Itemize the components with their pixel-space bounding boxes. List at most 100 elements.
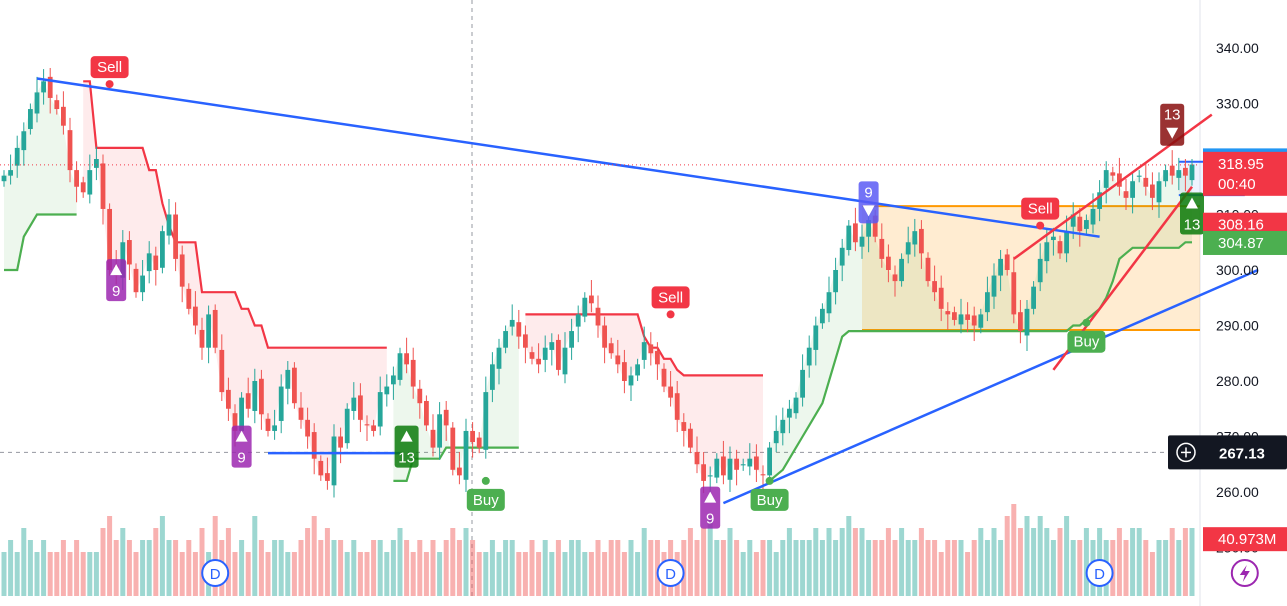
td-count-badge [858, 181, 879, 224]
volume-bar [740, 552, 746, 596]
candle-body [1011, 272, 1017, 315]
volume-bar [1031, 528, 1037, 596]
signal-label: Sell [658, 289, 683, 306]
volume-bar [621, 552, 627, 596]
volume-bar [687, 528, 693, 596]
candle-body [668, 386, 673, 398]
volume-bar [1176, 540, 1182, 596]
dividend-marker-label: D [210, 566, 221, 583]
volume-bar [1017, 528, 1023, 596]
volume-bar [272, 540, 278, 596]
candle-body [674, 393, 680, 420]
candle-body [278, 386, 284, 421]
candle-body [707, 475, 713, 477]
candle-body [206, 314, 211, 348]
candle-body [641, 342, 647, 360]
candle-body [364, 424, 370, 426]
volume-bar [1077, 540, 1083, 596]
candle-body [721, 456, 726, 476]
volume-bar [1064, 516, 1070, 596]
td-count-label: 9 [237, 450, 245, 467]
volume-bar [965, 552, 971, 596]
volume-bar [476, 552, 482, 596]
price-badge-label: 318.95 [1218, 156, 1264, 173]
volume-bar [1083, 528, 1089, 596]
dividend-marker-icon [201, 559, 230, 587]
volume-bar [938, 552, 944, 596]
candle-body [780, 419, 786, 434]
volume-bar [753, 552, 759, 596]
volume-bar [516, 552, 522, 596]
supertrend-fill [83, 81, 387, 481]
candle-body [985, 292, 990, 313]
volume-bar [1024, 516, 1030, 596]
add-alert-plus-icon[interactable] [1176, 442, 1196, 463]
price-badge [1203, 230, 1287, 255]
volume-bar [351, 540, 357, 596]
volume-bar [542, 540, 548, 596]
price-badge-sublabel: 00:40 [1218, 176, 1256, 193]
volume-bar [120, 528, 126, 596]
volume-bar [747, 540, 753, 596]
volume-bar [1057, 528, 1063, 596]
candle-body [450, 427, 456, 470]
candle-body [793, 397, 799, 414]
volume-bar [1136, 528, 1142, 596]
candle-body [127, 240, 132, 265]
candle-body [74, 170, 79, 187]
volume-bar [852, 528, 858, 596]
y-axis-tick-label: 260.00 [1216, 484, 1259, 500]
candle-body [344, 408, 350, 444]
candle-body [226, 389, 231, 409]
volume-bar [41, 540, 47, 596]
volume-bar [833, 540, 839, 596]
candle-body [1037, 258, 1043, 283]
candle-body [265, 418, 271, 431]
candle-body [536, 358, 541, 365]
sell-signal-dot [666, 310, 675, 319]
candle-body [28, 109, 33, 130]
candle-body [958, 314, 964, 325]
volume-bar [34, 552, 40, 596]
volume-bar [305, 528, 311, 596]
volume-bar [602, 552, 608, 596]
volume-bar [918, 528, 924, 596]
volume-bar [793, 540, 799, 596]
volume-bar [496, 552, 502, 596]
volume-bar [813, 528, 819, 596]
volume-bar [707, 516, 713, 596]
candle-body [569, 331, 574, 348]
candle-body [971, 315, 977, 326]
volume-bar [232, 552, 238, 596]
volume-bar [727, 528, 733, 596]
td-count-label: 13 [1164, 107, 1181, 124]
volume-bar [47, 552, 53, 596]
candle-body [1024, 308, 1030, 336]
price-badge [1203, 527, 1287, 552]
candle-body [773, 430, 779, 444]
volume-bar [569, 540, 575, 596]
volume-bar [1182, 528, 1188, 596]
candle-body [1156, 181, 1162, 203]
candle-body [397, 353, 403, 380]
volume-bar [285, 552, 291, 596]
td-down-arrow-icon [1166, 127, 1179, 139]
candle-body [523, 334, 528, 348]
candle-body [100, 163, 106, 209]
td-count-label: 9 [706, 511, 714, 528]
price-badge [1203, 151, 1287, 196]
volume-bar [100, 528, 106, 596]
candle-body [457, 467, 462, 476]
candle-body [754, 456, 759, 470]
volume-bar [410, 552, 416, 596]
volume-bar [93, 552, 99, 596]
candle-body [1143, 177, 1149, 187]
candle-body [549, 342, 555, 350]
volume-bar [331, 540, 337, 596]
volume-bar [311, 516, 317, 596]
candle-body [311, 432, 317, 459]
candle-body [516, 322, 522, 337]
candle-body [1110, 172, 1116, 176]
volume-bar [166, 540, 172, 596]
